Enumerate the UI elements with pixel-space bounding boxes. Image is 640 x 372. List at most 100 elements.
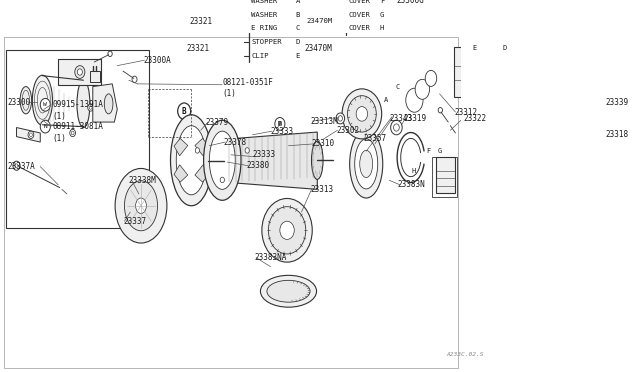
Text: E RING: E RING — [251, 25, 277, 31]
Text: WASHER: WASHER — [251, 12, 277, 18]
Circle shape — [275, 118, 285, 130]
Polygon shape — [93, 84, 117, 122]
Text: 23313: 23313 — [310, 185, 333, 194]
Text: 23337A: 23337A — [8, 162, 36, 171]
Ellipse shape — [348, 96, 376, 132]
Ellipse shape — [176, 126, 207, 195]
Circle shape — [336, 113, 344, 124]
Text: 23321: 23321 — [186, 44, 209, 53]
Text: 23470M: 23470M — [305, 44, 332, 53]
Ellipse shape — [312, 141, 323, 179]
Text: (1): (1) — [222, 89, 236, 98]
Ellipse shape — [425, 70, 436, 86]
Text: 23383NA: 23383NA — [254, 253, 286, 262]
Circle shape — [132, 76, 137, 83]
Bar — [454, 48, 480, 97]
Ellipse shape — [115, 169, 167, 243]
Ellipse shape — [216, 140, 232, 183]
Ellipse shape — [280, 221, 294, 240]
Bar — [58, 59, 101, 85]
Bar — [433, 157, 457, 197]
Text: 08911-3081A: 08911-3081A — [52, 122, 104, 131]
Ellipse shape — [356, 107, 367, 121]
Ellipse shape — [77, 69, 83, 75]
Ellipse shape — [355, 139, 378, 189]
Ellipse shape — [349, 130, 383, 198]
Ellipse shape — [267, 280, 310, 302]
Text: G: G — [380, 12, 384, 18]
Circle shape — [29, 133, 33, 137]
Circle shape — [464, 31, 470, 38]
Ellipse shape — [104, 94, 113, 114]
Text: 23337: 23337 — [123, 217, 146, 226]
Text: G: G — [438, 148, 442, 154]
Ellipse shape — [342, 89, 381, 139]
Circle shape — [108, 51, 112, 57]
Ellipse shape — [415, 79, 429, 99]
Text: 23333: 23333 — [253, 150, 276, 159]
Text: 23383N: 23383N — [398, 180, 426, 189]
Text: B: B — [278, 121, 282, 126]
Ellipse shape — [209, 131, 236, 189]
Text: N: N — [44, 124, 47, 129]
Text: D: D — [296, 39, 300, 45]
Circle shape — [245, 148, 250, 153]
Text: 23313M: 23313M — [310, 117, 338, 126]
Circle shape — [338, 116, 342, 121]
Text: 23380: 23380 — [247, 161, 270, 170]
Polygon shape — [17, 128, 40, 142]
Text: B: B — [278, 121, 282, 127]
Text: C: C — [396, 84, 400, 90]
Text: 23300: 23300 — [8, 97, 31, 106]
Ellipse shape — [124, 181, 157, 231]
Circle shape — [28, 131, 34, 138]
Text: 23312: 23312 — [454, 108, 477, 116]
Text: 23339: 23339 — [605, 99, 628, 108]
Text: F: F — [426, 148, 430, 154]
Text: 23322: 23322 — [463, 114, 486, 123]
Text: D: D — [502, 45, 506, 51]
Text: 23319: 23319 — [404, 114, 427, 123]
Circle shape — [220, 177, 225, 183]
Text: (1): (1) — [52, 112, 67, 121]
Text: COVER: COVER — [348, 0, 370, 4]
Text: A: A — [383, 97, 388, 103]
Polygon shape — [195, 138, 209, 156]
Circle shape — [13, 161, 20, 170]
Text: 23470M: 23470M — [307, 18, 333, 24]
Text: (1): (1) — [52, 134, 67, 143]
Circle shape — [438, 108, 442, 113]
Circle shape — [195, 148, 200, 153]
Text: B: B — [182, 107, 186, 116]
Circle shape — [89, 106, 92, 109]
Text: COVER: COVER — [348, 12, 370, 18]
Text: 23379: 23379 — [205, 118, 229, 126]
Ellipse shape — [360, 150, 372, 177]
Circle shape — [88, 104, 93, 111]
Ellipse shape — [20, 87, 31, 114]
Text: 23357: 23357 — [364, 134, 387, 143]
Text: WASHER: WASHER — [251, 0, 277, 4]
Text: A: A — [296, 0, 300, 4]
Circle shape — [70, 129, 76, 137]
Text: 23318: 23318 — [605, 130, 628, 139]
Ellipse shape — [406, 88, 423, 112]
Text: STOPPER: STOPPER — [251, 39, 282, 45]
Ellipse shape — [170, 115, 212, 206]
Polygon shape — [195, 165, 209, 182]
Text: 23306G: 23306G — [396, 0, 424, 5]
Text: E: E — [296, 53, 300, 59]
Text: B: B — [296, 12, 300, 18]
Text: 08121-0351F: 08121-0351F — [222, 77, 273, 87]
Text: F: F — [380, 0, 384, 4]
Text: 23300A: 23300A — [143, 56, 171, 65]
Circle shape — [394, 124, 399, 131]
Ellipse shape — [262, 199, 312, 262]
Text: W: W — [44, 102, 47, 107]
Text: C: C — [296, 25, 300, 31]
Text: E: E — [472, 45, 476, 51]
Circle shape — [15, 164, 18, 167]
Ellipse shape — [77, 80, 90, 128]
Polygon shape — [174, 138, 188, 156]
Text: 23321: 23321 — [190, 17, 213, 26]
